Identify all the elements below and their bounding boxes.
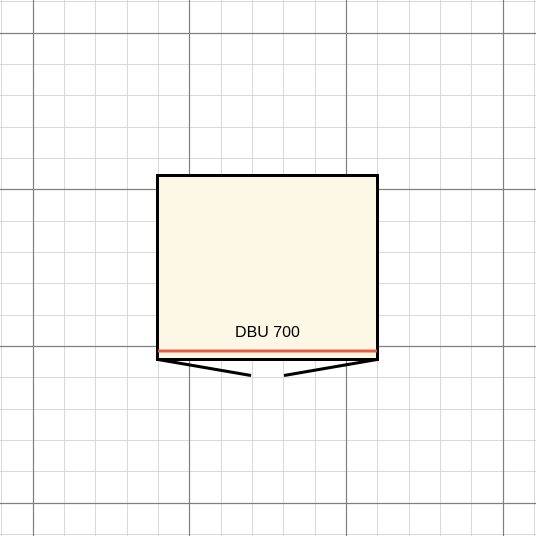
- cabinet-dbu-700[interactable]: DBU 700: [156, 174, 379, 377]
- cabinet-body[interactable]: [156, 174, 379, 361]
- door-swing-left: [157, 358, 252, 377]
- cabinet-label: DBU 700: [235, 324, 300, 341]
- door-swing-right: [283, 358, 378, 377]
